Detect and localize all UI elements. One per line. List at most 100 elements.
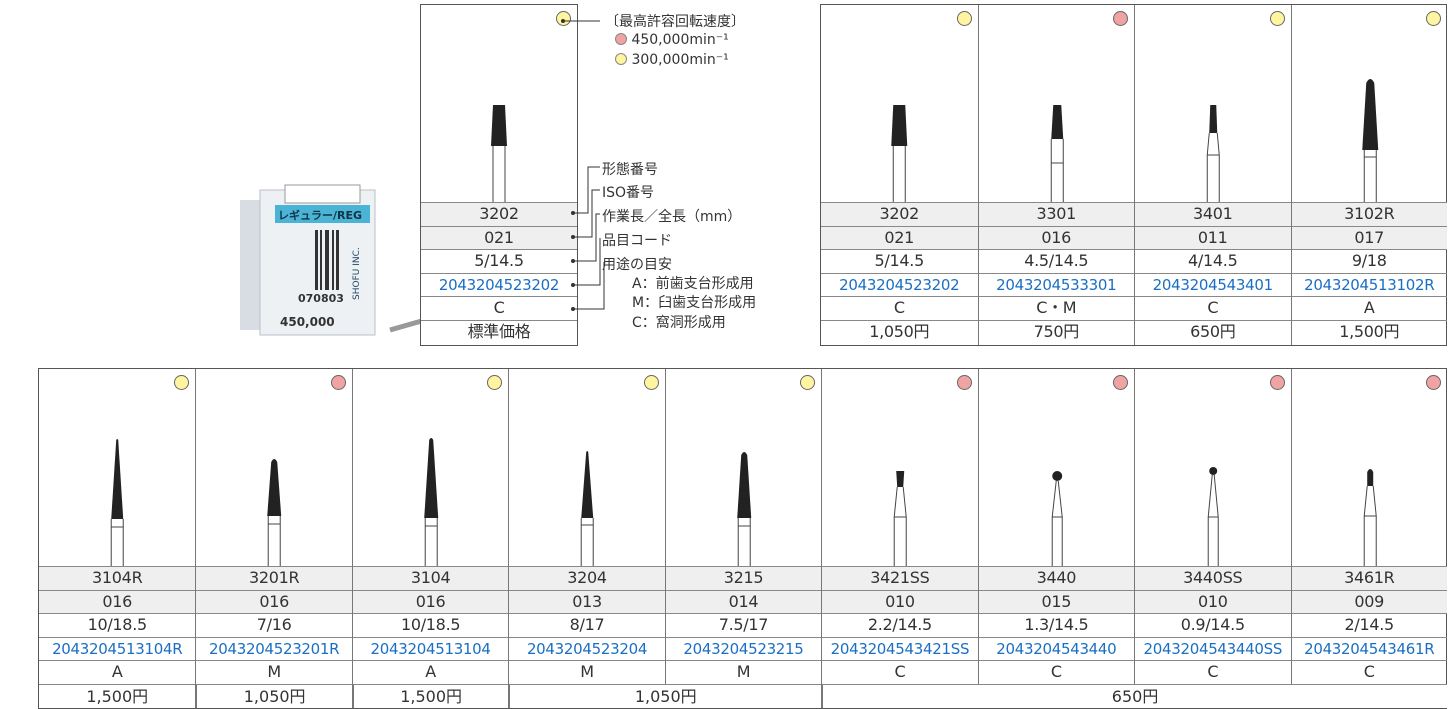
bur-illustration (424, 438, 439, 566)
cell-usage: A (1291, 296, 1447, 320)
cell-usage: C (1135, 660, 1291, 684)
legend-speed-450k: 450,000min⁻¹ (615, 32, 729, 48)
bur-image-cell (509, 369, 664, 566)
label-code: 品目コード (602, 233, 672, 249)
cell-shape-no: 3421SS (822, 566, 978, 590)
product-column: 3202 021 5/14.5 2043204523202 C 1,050円 (821, 5, 978, 345)
product-column: 3421SS 010 2.2/14.5 2043204543421SS C (821, 369, 978, 708)
bur-image-cell (821, 5, 978, 202)
legend-speed-300k: 300,000min⁻¹ (615, 52, 729, 68)
speed-450k-dot-icon (1269, 375, 1285, 390)
speed-450k-dot-icon (330, 375, 346, 390)
cell-usage: M (509, 660, 665, 684)
cell-iso: 016 (978, 225, 1134, 249)
cell-price: 750円 (978, 319, 1134, 344)
cell-usage: A (352, 660, 509, 684)
cell-code: 2043204523202 (421, 272, 577, 297)
legend-speed-title: 〔最高許容回転速度〕 (605, 14, 745, 30)
bur-image-cell (353, 369, 508, 566)
cell-shape-no: 3104 (352, 566, 509, 590)
cell-code: 2043204523215 (665, 636, 822, 661)
cell-length: 1.3/14.5 (978, 613, 1135, 637)
cell-iso: 021 (821, 225, 978, 249)
cell-price: 1,500円 (352, 683, 509, 708)
product-box-brand: SHOFU INC. (352, 247, 362, 300)
cell-code: 2043204543401 (1135, 272, 1291, 297)
cell-price: 標準価格 (421, 319, 577, 344)
bur-head (424, 438, 439, 518)
cell-shape-no: 3215 (665, 566, 822, 590)
product-column: 3202 021 5/14.5 2043204523202 C 標準価格 (421, 5, 577, 345)
bur-illustration (1363, 469, 1377, 566)
cell-iso: 011 (1135, 225, 1291, 249)
bur-head (1051, 471, 1062, 481)
cell-length: 5/14.5 (821, 249, 978, 273)
speed-300k-dot-icon (1426, 11, 1441, 26)
cell-shape-no: 3204 (509, 566, 665, 590)
bottom-product-table: 3104R 016 10/18.5 2043204513104R A 3201R 016 7/… (38, 368, 1447, 709)
cell-iso: 014 (665, 589, 822, 613)
bur-image-cell (1135, 369, 1290, 566)
bur-image-cell (979, 369, 1134, 566)
cell-usage: C (821, 296, 978, 320)
cell-length: 7.5/17 (665, 613, 822, 637)
cell-code: 2043204543461R (1291, 636, 1447, 661)
speed-300k-dot-icon (1269, 11, 1285, 26)
cell-code: 2043204543440 (978, 636, 1135, 661)
cell-usage: C・M (978, 296, 1134, 320)
cell-shape-no: 3440SS (1135, 566, 1291, 590)
cell-shape-no: 3202 (821, 202, 978, 226)
bur-head (1361, 79, 1378, 150)
cell-usage: C (822, 660, 978, 684)
product-column: 3461R 009 2/14.5 2043204543461R C (1290, 369, 1447, 708)
cell-code: 2043204513104R (39, 636, 196, 661)
cell-length: 9/18 (1291, 249, 1447, 273)
speed-450k-dot-icon (1425, 375, 1441, 390)
label-iso: ISO番号 (602, 185, 655, 201)
cell-price: 1,500円 (1291, 319, 1447, 344)
bur-image-cell (196, 369, 351, 566)
cell-shape-no: 3301 (978, 202, 1134, 226)
bur-image-cell (1292, 5, 1448, 202)
product-column: 3401 011 4/14.5 2043204543401 C 650円 (1134, 5, 1291, 345)
cell-length: 2/14.5 (1291, 613, 1447, 637)
cell-usage: C (1135, 296, 1291, 320)
bur-head (896, 471, 905, 487)
cell-length: 4/14.5 (1135, 249, 1291, 273)
cell-iso: 010 (1135, 589, 1291, 613)
product-column: 3215 014 7.5/17 2043204523215 M (664, 369, 822, 708)
bur-head (1209, 105, 1218, 133)
bur-image-cell (979, 5, 1135, 202)
bur-illustration (1051, 471, 1063, 566)
speed-450k-dot-icon (1113, 11, 1128, 26)
cell-shape-no: 3440 (978, 566, 1135, 590)
cell-length: 5/14.5 (421, 249, 577, 273)
cell-iso: 016 (196, 589, 352, 613)
cell-iso: 009 (1291, 589, 1447, 613)
bur-head (1366, 469, 1373, 486)
cell-code: 2043204513102R (1291, 272, 1447, 297)
bur-image-cell (1292, 369, 1447, 566)
product-column: 3201R 016 7/16 2043204523201R M (195, 369, 352, 708)
speed-300k-dot-icon (800, 375, 816, 390)
cell-shape-no: 3104R (39, 566, 196, 590)
bur-head (891, 105, 908, 146)
cell-price: 1,500円 (39, 683, 196, 708)
speed-300k-dot-icon (956, 11, 972, 26)
bur-head (1050, 105, 1063, 139)
cell-iso: 015 (978, 589, 1135, 613)
cell-iso: 013 (509, 589, 665, 613)
label-shape-no: 形態番号 (602, 162, 658, 178)
speed-300k-dot-icon (643, 375, 659, 390)
bur-illustration (736, 452, 751, 566)
speed-300k-text: 300,000min⁻¹ (631, 52, 729, 68)
speed-450k-text: 450,000min⁻¹ (631, 32, 729, 48)
bur-illustration (1206, 105, 1220, 202)
cell-usage: A (39, 660, 196, 684)
cell-length: 7/16 (196, 613, 352, 637)
product-column: 3102R 017 9/18 2043204513102R A 1,500円 (1290, 5, 1448, 345)
product-box-image: レギュラー/REG 070803 450,000 SHOFU INC. (240, 180, 426, 345)
cell-length: 10/18.5 (39, 613, 196, 637)
bur-illustration (1361, 79, 1378, 202)
cell-usage: M (196, 660, 352, 684)
